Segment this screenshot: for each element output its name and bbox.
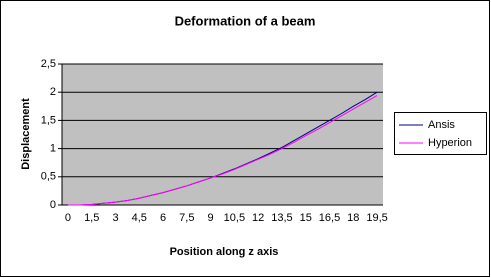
chart-title: Deformation of a beam bbox=[175, 13, 316, 28]
y-tick-label: 1,5 bbox=[41, 114, 56, 126]
x-tick-label: 19,5 bbox=[366, 212, 387, 224]
x-tick-label: 9 bbox=[208, 212, 214, 224]
legend bbox=[394, 112, 487, 155]
x-tick-label: 7,5 bbox=[179, 212, 194, 224]
y-tick-label: 2 bbox=[50, 86, 56, 98]
x-tick-label: 4,5 bbox=[132, 212, 147, 224]
x-tick-label: 16,5 bbox=[319, 212, 340, 224]
x-tick-label: 18 bbox=[347, 212, 359, 224]
y-tick-label: 0,5 bbox=[41, 171, 56, 183]
legend-label: Ansis bbox=[428, 119, 455, 131]
series-line bbox=[67, 95, 378, 206]
x-tick-label: 6 bbox=[160, 212, 166, 224]
x-tick-label: 12 bbox=[252, 212, 264, 224]
x-tick-label: 15 bbox=[300, 212, 312, 224]
x-tick-label: 0 bbox=[65, 212, 71, 224]
x-tick-label: 13,5 bbox=[271, 212, 292, 224]
x-tick-label: 3 bbox=[112, 212, 118, 224]
y-tick-label: 0 bbox=[50, 199, 56, 211]
x-axis-title: Position along z axis bbox=[170, 246, 279, 258]
legend-label: Hyperion bbox=[428, 137, 472, 149]
y-axis-title: Displacement bbox=[20, 98, 32, 170]
plot-area bbox=[62, 64, 383, 205]
y-tick-label: 1 bbox=[50, 143, 56, 155]
x-tick-label: 1,5 bbox=[84, 212, 99, 224]
y-tick-label: 2,5 bbox=[41, 58, 56, 70]
x-tick-label: 10,5 bbox=[224, 212, 245, 224]
